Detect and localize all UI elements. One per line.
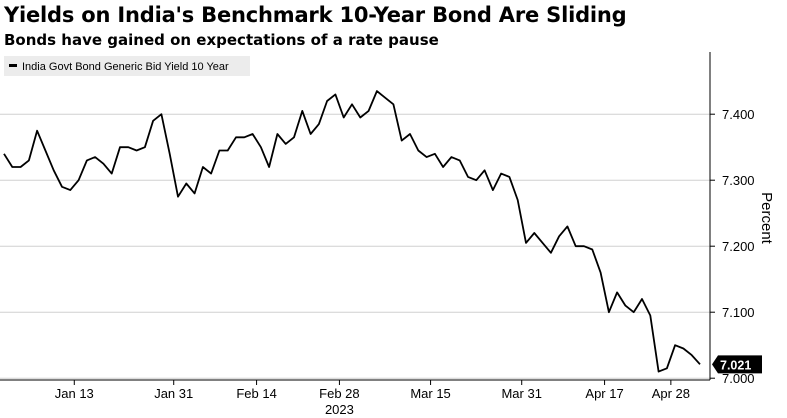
x-tick-label: Jan 13	[55, 386, 94, 401]
legend-label: India Govt Bond Generic Bid Yield 10 Yea…	[22, 61, 229, 73]
y-tick-label: 7.200	[722, 239, 755, 254]
series-line	[3, 90, 701, 373]
last-value-marker: 7.021	[712, 355, 762, 374]
x-tick-label: Mar 15	[410, 386, 450, 401]
chart-subtitle: Bonds have gained on expectations of a r…	[4, 31, 439, 49]
last-value-label: 7.021	[720, 358, 751, 372]
x-tick-year-label: 2023	[325, 402, 354, 417]
series-line-path	[3, 90, 701, 373]
y-tick-label: 7.100	[722, 305, 755, 320]
chart-title: Yields on India's Benchmark 10-Year Bond…	[4, 3, 627, 27]
y-tick-label: 7.000	[722, 371, 755, 386]
axes: 7.400 7.300 7.200 7.100 7.000 Jan 13 Jan 31 Feb…	[0, 52, 755, 417]
y-tick-label: 7.400	[722, 107, 755, 122]
x-tick-label: Mar 31	[501, 386, 541, 401]
x-tick-label: Apr 28	[652, 386, 690, 401]
y-tick-label: 7.300	[722, 173, 755, 188]
gridlines	[0, 113, 710, 379]
x-tick-label: Feb 14	[236, 386, 276, 401]
x-tick-label: Jan 31	[154, 386, 193, 401]
x-tick-label: Apr 17	[585, 386, 623, 401]
y-axis-label: Percent	[758, 192, 775, 245]
x-tick-label: Feb 28	[319, 386, 359, 401]
last-value-badge	[712, 355, 762, 374]
legend: India Govt Bond Generic Bid Yield 10 Yea…	[4, 56, 250, 76]
